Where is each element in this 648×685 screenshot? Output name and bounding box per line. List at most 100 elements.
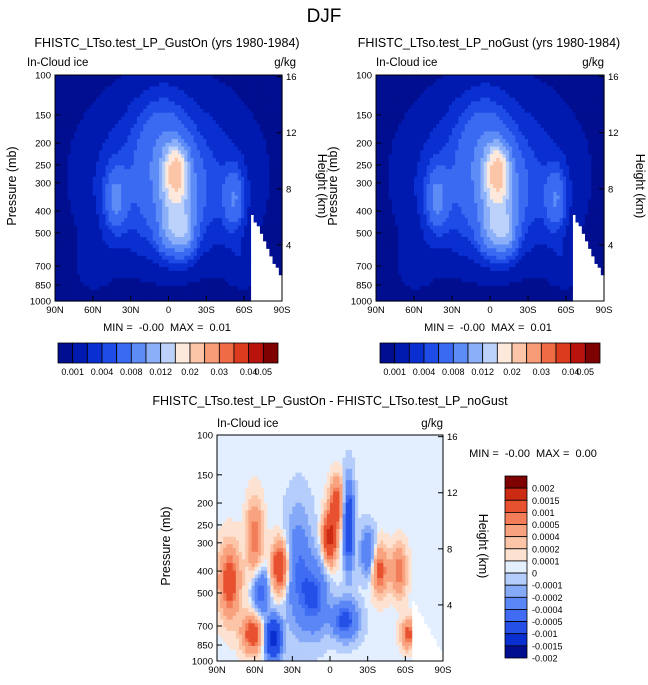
heatmap-cell [105,101,110,106]
heatmap-cell [108,206,113,212]
heatmap-cell [67,172,72,178]
heatmap-cell [118,267,122,272]
heatmap-cell [102,172,107,178]
heatmap-cell [133,161,138,166]
heatmap-cell [83,206,88,212]
heatmap-cell [111,225,116,231]
heatmap-cell [61,123,66,129]
heatmap-cell [136,150,141,155]
heatmap-cell [89,165,94,170]
heatmap-cell [140,244,144,249]
heatmap-cell [102,97,107,102]
heatmap-cell [133,139,138,144]
heatmap-cell [121,210,125,215]
heatmap-cell [86,169,91,174]
heatmap-cell [133,240,138,246]
heatmap-cell [105,127,110,133]
heatmap-cell [108,191,113,197]
heatmap-cell [105,285,110,291]
heatmap-cell [73,248,78,253]
heatmap-cell [70,263,75,268]
colorbar-label: 0.001 [61,367,84,377]
heatmap-cell [77,131,81,136]
heatmap-cell [92,116,97,121]
heatmap-cell [64,229,69,234]
heatmap-cell [99,248,103,253]
heatmap-cell [121,116,125,121]
heatmap-cell [124,289,129,295]
heatmap-cell [55,297,59,302]
heatmap-cell [127,150,132,155]
heatmap-cell [99,146,103,151]
heatmap-cell [105,255,110,261]
heatmap-cell [105,120,110,125]
heatmap-cell [70,139,75,144]
heatmap-cell [92,184,97,189]
heatmap-cell [105,78,110,84]
heatmap-cell [73,184,78,189]
y-tick-label: 250 [35,160,51,171]
heatmap-cell [133,263,138,268]
heatmap-cell [95,161,100,166]
heatmap-cell [89,105,94,110]
heatmap-cell [95,116,100,121]
heatmap-cell [77,169,81,174]
heatmap-cell [136,289,141,295]
heatmap-cell [130,188,135,193]
heatmap-cell [143,127,148,133]
heatmap-cell [67,218,72,223]
heatmap-cell [143,105,148,110]
panel-gust-on: FHISTC_LTso.test_LP_GustOn (yrs 1980-198… [5,36,329,377]
heatmap-cell [133,270,138,276]
heatmap-cell [73,210,78,215]
heatmap-cell [111,221,116,227]
heatmap-cell [124,244,129,249]
heatmap-cell [67,263,72,268]
heatmap-cell [77,157,81,163]
heatmap-cell [99,263,103,268]
heatmap-cell [136,267,141,272]
heatmap-cell [64,293,69,298]
heatmap-cell [140,263,144,268]
heatmap-cell [64,86,69,91]
heatmap-cell [127,236,132,242]
heatmap-cell [67,157,72,163]
heatmap-cell [73,97,78,102]
heatmap-cell [140,135,144,140]
heatmap-cell [99,135,103,140]
heatmap-cell [95,86,100,91]
heatmap-cell [121,240,125,246]
heatmap-cell [118,255,122,261]
heatmap-cell [95,225,100,231]
heatmap-cell [118,150,122,155]
heatmap-cell [114,285,119,291]
heatmap-cell [105,195,110,200]
heatmap-cell [89,127,94,133]
heatmap-cell [121,135,125,140]
heatmap-cell [73,188,78,193]
heatmap-cell [67,112,72,118]
heatmap-cell [80,195,84,200]
heatmap-cell [86,206,91,212]
heatmap-cell [118,282,122,287]
heatmap-cell [127,218,132,223]
heatmap-cell [95,184,100,189]
heatmap-cell [70,199,75,204]
heatmap-cell [133,191,138,197]
heatmap-cell [111,252,116,257]
heatmap-cell [130,218,135,223]
heatmap-cell [99,233,103,238]
heatmap-cell [99,199,103,204]
heatmap-cell [118,112,122,118]
heatmap-cell [95,165,100,170]
heatmap-cell [73,180,78,185]
heatmap-cell [95,191,100,197]
heatmap-cell [143,195,148,200]
heatmap-cell [89,270,94,276]
heatmap-cell [55,267,59,272]
heatmap-cell [133,289,138,295]
colorbar-swatch [218,342,235,364]
heatmap-cell [64,203,69,208]
heatmap-cell [55,82,59,87]
heatmap-cell [64,157,69,163]
